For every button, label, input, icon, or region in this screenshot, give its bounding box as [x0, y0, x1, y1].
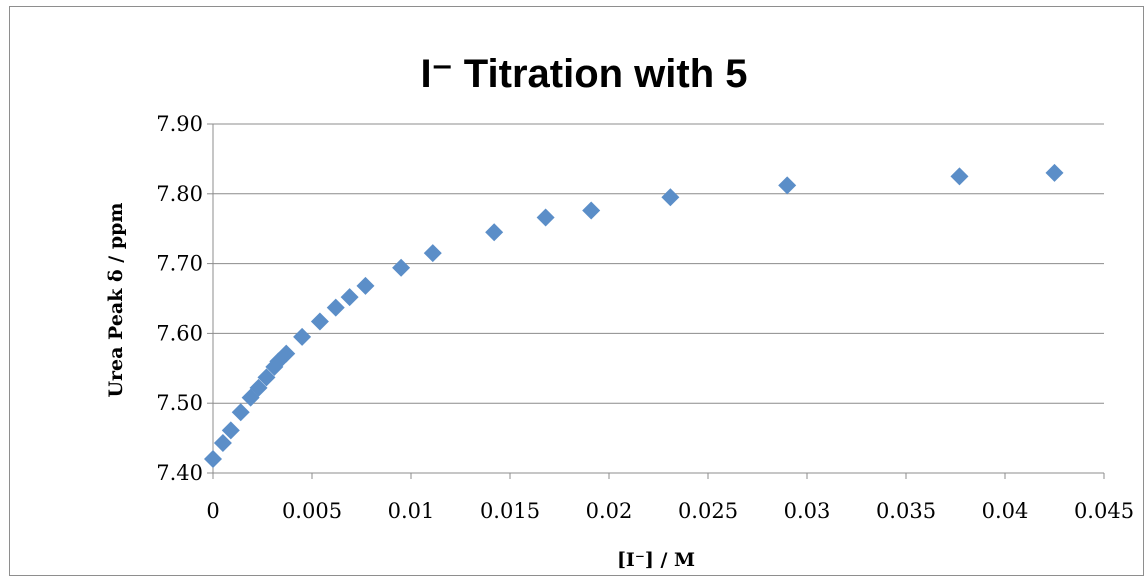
data-point-diamond: [257, 368, 276, 387]
x-tick-label: 0.02: [586, 499, 633, 523]
data-point-diamond: [231, 403, 250, 422]
x-tick-label: 0.03: [784, 499, 831, 523]
data-points: [204, 163, 1064, 469]
data-point-diamond: [582, 201, 601, 220]
y-tick-label: 7.70: [156, 252, 203, 276]
data-point-diamond: [310, 312, 329, 331]
data-point-diamond: [326, 298, 345, 317]
x-tick-label: 0.04: [982, 499, 1029, 523]
data-point-diamond: [950, 167, 969, 186]
y-tick-label: 7.90: [156, 112, 203, 136]
data-point-diamond: [1045, 163, 1064, 182]
chart-area: I⁻ Titration with 5 7.40 7.50 7.60 7.70 7.80…: [9, 6, 1144, 576]
y-axis-ticks: 7.40 7.50 7.60 7.70 7.80 7.90: [156, 112, 213, 485]
x-axis-ticks: 0 0.005 0.01 0.015 0.02 0.025 0.03 0.035 0.04 0.0…: [206, 473, 1134, 523]
data-point-diamond: [536, 208, 555, 227]
x-tick-label: 0: [206, 499, 219, 523]
y-tick-label: 7.80: [156, 182, 203, 206]
scatter-chart: I⁻ Titration with 5 7.40 7.50 7.60 7.70 7.80…: [105, 52, 1134, 571]
x-tick-label: 0.035: [876, 499, 936, 523]
y-tick-label: 7.60: [156, 321, 203, 345]
y-tick-label: 7.40: [156, 461, 203, 485]
x-tick-label: 0.025: [678, 499, 738, 523]
x-tick-label: 0.045: [1074, 499, 1134, 523]
data-point-diamond: [485, 223, 504, 242]
y-tick-label: 7.50: [156, 391, 203, 415]
x-tick-label: 0.01: [388, 499, 435, 523]
data-point-diamond: [293, 327, 312, 346]
data-point-diamond: [392, 258, 411, 277]
data-point-diamond: [249, 378, 268, 397]
y-axis-label: Urea Peak δ / ppm: [105, 202, 127, 397]
data-point-diamond: [221, 421, 240, 440]
data-point-diamond: [340, 288, 359, 307]
axes: [212, 124, 1104, 474]
x-tick-label: 0.015: [480, 499, 540, 523]
data-point-diamond: [356, 276, 375, 295]
data-point-diamond: [661, 188, 680, 207]
data-point-diamond: [423, 244, 442, 263]
data-point-diamond: [213, 433, 232, 452]
data-point-diamond: [204, 450, 222, 469]
data-point-diamond: [277, 344, 296, 363]
chart-title: I⁻ Titration with 5: [420, 52, 747, 96]
gridlines: [213, 123, 1104, 404]
data-point-diamond: [778, 176, 797, 195]
x-tick-label: 0.005: [282, 499, 342, 523]
x-axis-label: [I⁻] / M: [617, 549, 695, 571]
